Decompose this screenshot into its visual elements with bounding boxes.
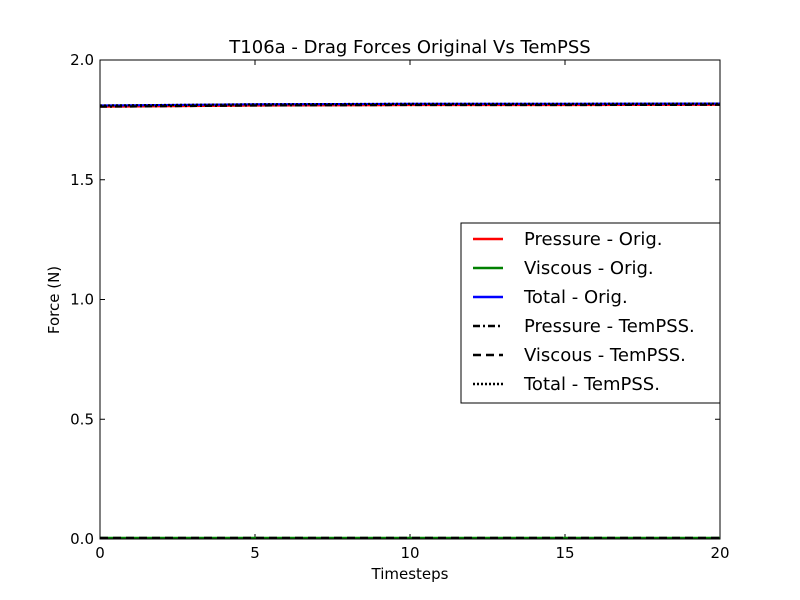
x-tick-label: 10 (400, 544, 419, 562)
axis-ticks: 0 5 10 15 20 0.0 0.5 1.0 1.5 2.0 (70, 51, 729, 562)
chart-title: T106a - Drag Forces Original Vs TemPSS (228, 37, 590, 58)
legend: Pressure - Orig. Viscous - Orig. Total - O… (460, 222, 721, 404)
legend-label: Total - TemPSS. (523, 374, 660, 395)
y-tick-label: 0.5 (70, 410, 94, 428)
y-tick-label: 0.0 (70, 530, 94, 548)
legend-label: Total - Orig. (523, 287, 628, 308)
legend-box (460, 222, 721, 404)
legend-label: Viscous - TemPSS. (524, 345, 686, 366)
x-tick-label: 15 (555, 544, 574, 562)
series-line-6 (99, 102, 721, 107)
series-line-4 (99, 103, 721, 108)
x-tick-label: 20 (710, 544, 729, 562)
y-tick-label: 2.0 (70, 51, 94, 69)
series-lines (99, 102, 721, 539)
legend-label: Pressure - Orig. (524, 229, 663, 250)
x-tick-label: 5 (250, 544, 260, 562)
legend-label: Viscous - Orig. (524, 258, 654, 279)
y-axis-label: Force (N) (45, 266, 63, 334)
x-axis-label: Timesteps (371, 565, 449, 583)
y-tick-label: 1.0 (70, 291, 94, 309)
y-tick-label: 1.5 (70, 171, 94, 189)
legend-label: Pressure - TemPSS. (524, 316, 695, 337)
x-tick-label: 0 (95, 544, 105, 562)
